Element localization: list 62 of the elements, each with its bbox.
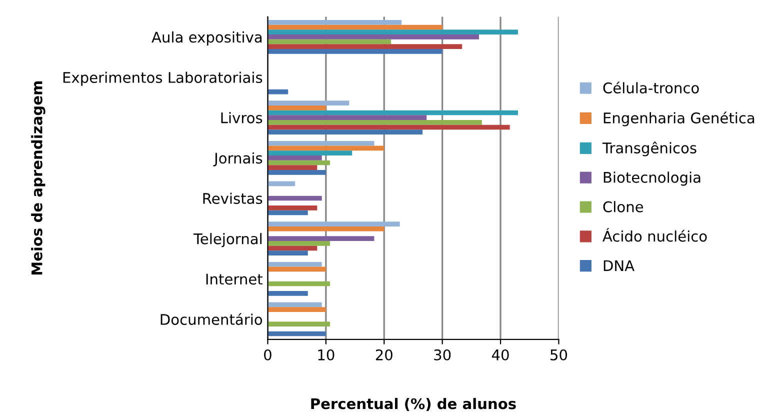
x-tick-label: 10	[318, 349, 334, 360]
bar	[268, 146, 384, 151]
y-axis-title: Meios de aprendizagem	[31, 81, 46, 275]
bar	[268, 226, 384, 232]
bar	[268, 110, 518, 116]
bar	[268, 130, 423, 135]
bar	[268, 322, 330, 326]
legend-label: Célula-tronco	[603, 82, 699, 94]
bar	[268, 307, 326, 312]
y-tick-label: Experimentos Laboratoriais	[63, 72, 262, 86]
y-tick-label: Aula expositiva	[152, 31, 262, 46]
bar	[268, 196, 322, 201]
bar	[268, 290, 308, 296]
bar	[268, 20, 402, 25]
x-tick-label: 50	[550, 349, 568, 360]
bar	[268, 49, 442, 54]
x-tick-label: 40	[492, 349, 509, 360]
bar	[268, 302, 322, 308]
bar	[268, 100, 350, 106]
bar	[268, 210, 308, 216]
y-tick-label: Documentário	[160, 313, 262, 325]
y-tick-label: Telejornal	[193, 233, 262, 248]
bar	[268, 105, 326, 110]
legend-label: Clone	[603, 201, 644, 212]
x-tick-label: 20	[376, 349, 392, 360]
bar	[268, 155, 322, 160]
bar	[268, 246, 318, 251]
legend-label: Engenharia Genética	[604, 112, 754, 126]
bar	[268, 30, 518, 35]
bar	[268, 120, 482, 125]
bar	[268, 181, 296, 186]
bar	[268, 24, 442, 30]
bar	[268, 281, 330, 286]
bar	[268, 222, 400, 226]
bar	[268, 170, 326, 175]
y-tick-label: Revistas	[203, 192, 262, 204]
bar	[268, 115, 427, 120]
bar	[268, 262, 322, 267]
bar	[268, 44, 462, 50]
bar	[268, 206, 318, 210]
legend-label: Ácido nucléico	[602, 228, 707, 242]
bar	[268, 240, 330, 246]
y-tick-label: Livros	[221, 112, 262, 124]
bar	[268, 160, 330, 166]
legend-label: DNA	[604, 260, 634, 271]
bar	[268, 236, 374, 241]
x-axis-title: Percentual (%) de alunos	[311, 398, 516, 411]
bar	[268, 124, 510, 130]
bar	[268, 266, 326, 272]
x-tick-label: 0	[264, 349, 272, 360]
bar	[268, 140, 374, 146]
y-tick-label: Internet	[206, 274, 263, 285]
legend-label: Biotecnologia	[604, 172, 700, 186]
bar	[268, 39, 392, 44]
y-tick-label: Jornais	[213, 152, 262, 166]
x-tick-label: 30	[434, 349, 451, 360]
bar	[268, 165, 318, 170]
bar	[268, 250, 308, 256]
bar	[268, 331, 326, 336]
legend-label: Transgênicos	[602, 142, 696, 156]
bar	[268, 150, 352, 156]
bar	[268, 34, 479, 40]
